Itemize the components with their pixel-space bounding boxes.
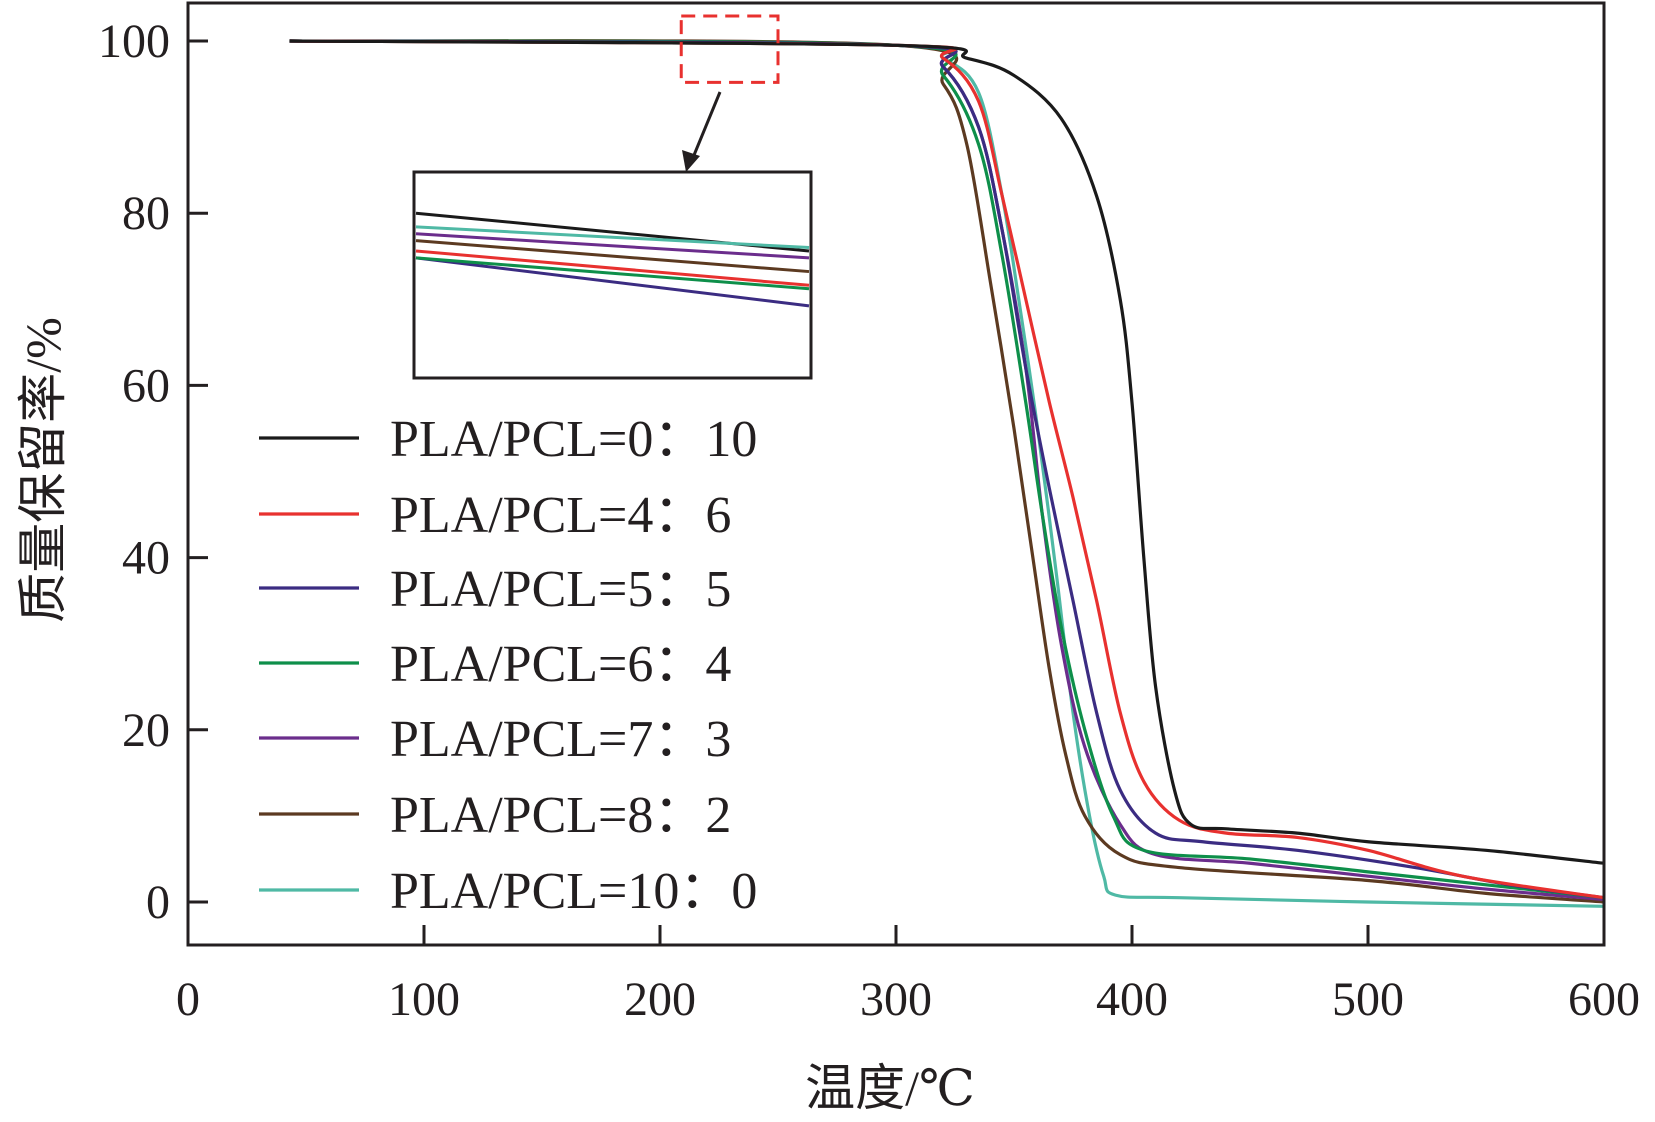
x-tick-label: 200 — [624, 973, 696, 1026]
legend-label: PLA/PCL=0：10 — [390, 411, 757, 468]
zoom-region-box — [679, 14, 780, 84]
x-tick-label: 300 — [860, 973, 932, 1026]
legend-item: PLA/PCL=6：4 — [259, 636, 731, 693]
legend-label: PLA/PCL=10：0 — [390, 863, 757, 920]
y-tick-label: 100 — [98, 15, 170, 68]
series-line — [289, 39, 1605, 900]
legend-item: PLA/PCL=0：10 — [259, 411, 757, 468]
y-tick-label: 0 — [146, 876, 170, 929]
y-tick-label: 40 — [122, 532, 170, 585]
series-line — [289, 39, 1605, 865]
inset-series-line — [415, 256, 810, 308]
x-tick-label: 500 — [1332, 973, 1404, 1026]
x-tick-label: 600 — [1568, 973, 1640, 1026]
x-tick-label: 100 — [388, 973, 460, 1026]
legend-label: PLA/PCL=5：5 — [390, 561, 731, 618]
legend-label: PLA/PCL=8：2 — [390, 787, 731, 844]
legend-label: PLA/PCL=7：3 — [390, 711, 731, 768]
y-tick-label: 60 — [122, 359, 170, 412]
series-line — [289, 39, 1605, 904]
legend-label: PLA/PCL=4：6 — [390, 487, 731, 544]
y-tick-label: 80 — [122, 187, 170, 240]
arrow-line — [690, 91, 722, 161]
x-axis-label: 温度/℃ — [805, 1060, 975, 1116]
series-line — [289, 39, 1605, 900]
legend: PLA/PCL=0：10 PLA/PCL=4：6 PLA/PCL=5：5 PLA/PC… — [259, 411, 757, 920]
inset-series-line — [415, 249, 810, 287]
inset-zoom — [412, 14, 813, 380]
legend-item: PLA/PCL=8：2 — [259, 787, 731, 844]
x-tick-label: 400 — [1096, 973, 1168, 1026]
y-axis-label: 质量保留率/% — [15, 317, 71, 623]
inset-series-line — [415, 256, 810, 291]
inset-series-line — [415, 232, 810, 260]
y-tick-label: 20 — [122, 704, 170, 757]
series-line — [289, 39, 1605, 902]
legend-label: PLA/PCL=6：4 — [390, 636, 731, 693]
legend-item: PLA/PCL=7：3 — [259, 711, 731, 768]
x-tick-label: 0 — [176, 973, 200, 1026]
inset-series-line — [415, 225, 810, 250]
arrow-head-icon — [682, 150, 700, 172]
plot-lines — [289, 39, 1605, 908]
legend-item: PLA/PCL=4：6 — [259, 487, 731, 544]
legend-item: PLA/PCL=10：0 — [259, 863, 757, 920]
inset-frame — [412, 170, 813, 380]
axis-ticks: 0 100 200 300 400 500 600 0 20 40 60 80 100 — [98, 15, 1640, 1026]
legend-item: PLA/PCL=5：5 — [259, 561, 731, 618]
inset-series-line — [415, 239, 810, 274]
series-line — [289, 39, 1605, 900]
